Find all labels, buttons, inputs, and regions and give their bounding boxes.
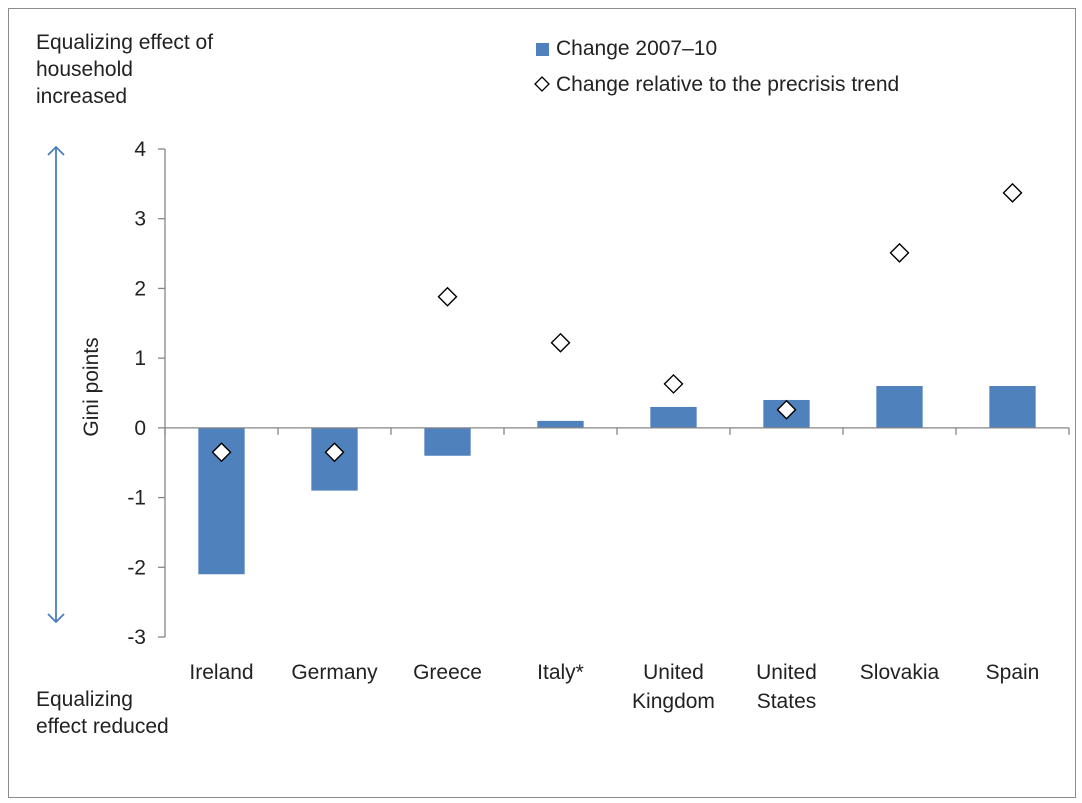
x-tick-label: Ireland (189, 661, 253, 684)
marker-4 (665, 375, 683, 393)
marker-7 (1004, 184, 1022, 202)
x-tick-labels: Ireland Germany Greece Italy* United Kingdom U… (189, 661, 1039, 713)
legend: Change 2007–10 Change relative to the pr… (535, 37, 899, 96)
y-axis-label: Gini points (80, 337, 103, 436)
x-tick-label: Spain (986, 661, 1040, 684)
legend-bar-swatch (536, 43, 549, 56)
y-tick-label: 2 (134, 277, 146, 300)
x-tick-label: Italy* (537, 661, 584, 684)
bar-6 (876, 386, 922, 428)
y-tick-label: -3 (127, 626, 146, 649)
y-tick-label: 3 (134, 208, 146, 231)
x-tick-label: Slovakia (860, 661, 940, 684)
x-tick-label: United Kingdom (632, 661, 715, 713)
marker-3 (552, 334, 570, 352)
bar-2 (424, 428, 470, 456)
y-tick-label: -2 (127, 556, 146, 579)
x-tick-label: Germany (291, 661, 378, 684)
bar-chart: -3 -2 -1 0 1 2 3 4 Ireland Germany Greece Italy* Un… (9, 9, 1075, 797)
bar-3 (537, 421, 583, 428)
marker-6 (891, 244, 909, 262)
x-tick-label: United States (756, 661, 817, 713)
y-tick-label: -1 (127, 487, 146, 510)
marker-2 (439, 288, 457, 306)
x-axis (165, 428, 1069, 435)
y-axis: -3 -2 -1 0 1 2 3 4 (127, 138, 165, 649)
legend-marker-label: Change relative to the precrisis trend (556, 73, 899, 96)
y-tick-label: 1 (134, 347, 146, 370)
bar-4 (650, 407, 696, 428)
annotation-reduced: Equalizing effect reduced (36, 686, 176, 740)
y-tick-label: 4 (134, 138, 146, 161)
bar-7 (989, 386, 1035, 428)
x-tick-label: Greece (413, 661, 482, 684)
legend-bar-label: Change 2007–10 (556, 37, 717, 60)
y-tick-label: 0 (134, 417, 146, 440)
legend-diamond-icon (535, 77, 549, 91)
annotation-increased: Equalizing effect of household increased (36, 29, 226, 110)
chart-frame: -3 -2 -1 0 1 2 3 4 Ireland Germany Greece Italy* Un… (8, 8, 1076, 798)
bar-series (198, 386, 1035, 574)
